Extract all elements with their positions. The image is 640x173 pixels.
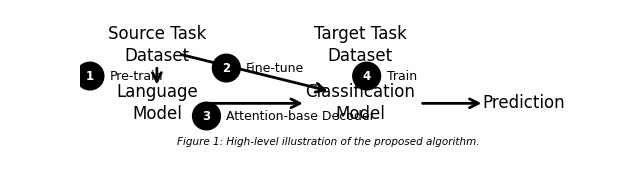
Text: 2: 2 [222,62,230,75]
Text: Fine-tune: Fine-tune [246,62,305,75]
Text: Pre-train: Pre-train [110,70,163,83]
Text: Figure 1: High-level illustration of the proposed algorithm.: Figure 1: High-level illustration of the… [177,137,479,147]
Ellipse shape [76,62,104,90]
Ellipse shape [353,62,381,90]
Ellipse shape [212,54,240,82]
Text: Classification
Model: Classification Model [305,83,415,124]
Text: 4: 4 [363,70,371,83]
Text: 1: 1 [86,70,94,83]
Ellipse shape [193,102,220,130]
Text: Attention-base Decoder: Attention-base Decoder [227,110,375,122]
Text: 3: 3 [202,110,211,122]
Text: Language
Model: Language Model [116,83,198,124]
Text: Train: Train [387,70,417,83]
Text: Target Task
Dataset: Target Task Dataset [314,25,406,65]
Text: Prediction: Prediction [483,94,565,112]
Text: Source Task
Dataset: Source Task Dataset [108,25,206,65]
